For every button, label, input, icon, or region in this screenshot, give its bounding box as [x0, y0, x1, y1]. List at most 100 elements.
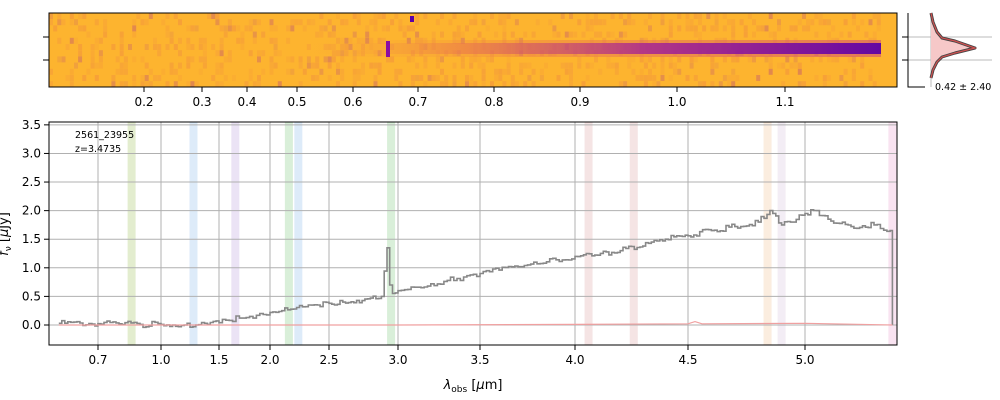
y-tick-label: 3.5 — [22, 118, 41, 132]
noise-pixel — [860, 62, 865, 69]
noise-pixel — [123, 62, 128, 69]
noise-pixel — [660, 62, 665, 69]
noise-pixel — [111, 44, 116, 50]
noise-pixel — [202, 62, 207, 69]
noise-pixel — [806, 25, 811, 32]
noise-pixel — [340, 56, 345, 63]
noise-pixel — [302, 25, 307, 32]
noise-pixel — [190, 44, 195, 50]
noise-pixel — [178, 19, 182, 26]
noise-pixel — [685, 25, 690, 32]
noise-pixel — [793, 56, 798, 63]
noise-pixel — [132, 19, 137, 26]
noise-pixel — [327, 19, 332, 26]
noise-pixel — [569, 31, 573, 38]
noise-pixel — [789, 62, 794, 69]
noise-pixel — [423, 13, 428, 19]
noise-pixel — [527, 75, 532, 81]
noise-pixel — [398, 25, 403, 32]
noise-pixel — [269, 56, 274, 63]
noise-pixel — [123, 68, 128, 75]
noise-pixel — [352, 13, 357, 19]
noise-pixel — [431, 31, 436, 38]
noise-pixel — [186, 81, 191, 88]
noise-pixel — [398, 19, 403, 26]
noise-pixel — [440, 31, 444, 38]
noise-pixel — [768, 62, 773, 69]
noise-pixel — [698, 13, 702, 19]
noise-pixel — [148, 81, 153, 88]
noise-pixel — [810, 19, 815, 26]
noise-pixel — [668, 56, 673, 63]
noise-pixel — [722, 13, 727, 19]
spectrum-2d-x-tick-label: 1.1 — [775, 95, 794, 109]
noise-pixel — [315, 31, 320, 38]
noise-pixel — [714, 19, 719, 26]
noise-pixel — [123, 81, 128, 88]
noise-pixel — [244, 81, 249, 88]
noise-pixel — [356, 75, 361, 81]
noise-pixel — [731, 75, 736, 81]
noise-pixel — [552, 31, 557, 38]
noise-pixel — [115, 56, 120, 63]
noise-pixel — [269, 68, 274, 75]
noise-pixel — [494, 68, 499, 75]
noise-pixel — [785, 68, 790, 75]
noise-pixel — [727, 19, 732, 26]
noise-pixel — [356, 13, 361, 19]
noise-pixel — [398, 81, 403, 88]
y-gridlines — [49, 124, 897, 326]
noise-pixel — [465, 25, 469, 32]
noise-pixel — [731, 56, 736, 63]
noise-pixel — [269, 62, 274, 69]
noise-pixel — [822, 75, 827, 81]
noise-pixel — [410, 81, 415, 88]
noise-pixel — [240, 44, 245, 50]
noise-pixel — [248, 75, 253, 81]
noise-pixel — [498, 13, 503, 19]
noise-pixel — [94, 44, 99, 50]
noise-pixel — [415, 19, 420, 26]
noise-pixel — [132, 56, 137, 63]
noise-pixel — [78, 56, 83, 63]
noise-pixel — [386, 25, 390, 32]
noise-pixel — [668, 25, 673, 32]
noise-pixel — [677, 56, 682, 63]
noise-pixel — [198, 37, 203, 44]
noise-pixel — [82, 13, 87, 19]
noise-pixel — [814, 75, 819, 81]
noise-pixel — [452, 81, 457, 88]
noise-pixel — [677, 25, 682, 32]
x-tick-label: 2.5 — [319, 353, 338, 367]
spectrum-2d-panel: 0.2 0.3 0.4 0.5 0.6 0.7 0.8 0.9 1.0 1.1 — [43, 12, 898, 109]
noise-pixel — [153, 75, 157, 81]
noise-pixel — [161, 19, 166, 26]
noise-pixel — [157, 75, 162, 81]
y-tick-label: 2.0 — [22, 204, 41, 218]
x-tick-label: 4.5 — [678, 353, 697, 367]
noise-pixel — [78, 44, 83, 50]
noise-pixel — [689, 19, 694, 26]
noise-pixel — [856, 25, 860, 32]
noise-pixel — [506, 56, 511, 63]
noise-pixel — [689, 62, 694, 69]
noise-pixel — [710, 68, 715, 75]
noise-pixel — [847, 31, 852, 38]
noise-pixel — [119, 62, 124, 69]
noise-pixel — [98, 50, 103, 57]
noise-pixel — [631, 56, 636, 63]
noise-pixel — [169, 31, 174, 38]
noise-pixel — [377, 62, 382, 69]
noise-pixel — [394, 68, 399, 75]
noise-pixel — [169, 37, 174, 44]
noise-pixel — [668, 62, 673, 69]
noise-pixel — [652, 81, 657, 88]
noise-pixel — [132, 25, 137, 32]
noise-pixel — [623, 19, 628, 26]
noise-pixel — [594, 31, 598, 38]
spectrum-2d-x-tick-label: 1.0 — [667, 95, 686, 109]
noise-pixel — [473, 81, 478, 88]
noise-pixel — [826, 31, 831, 38]
noise-pixel — [78, 50, 83, 57]
